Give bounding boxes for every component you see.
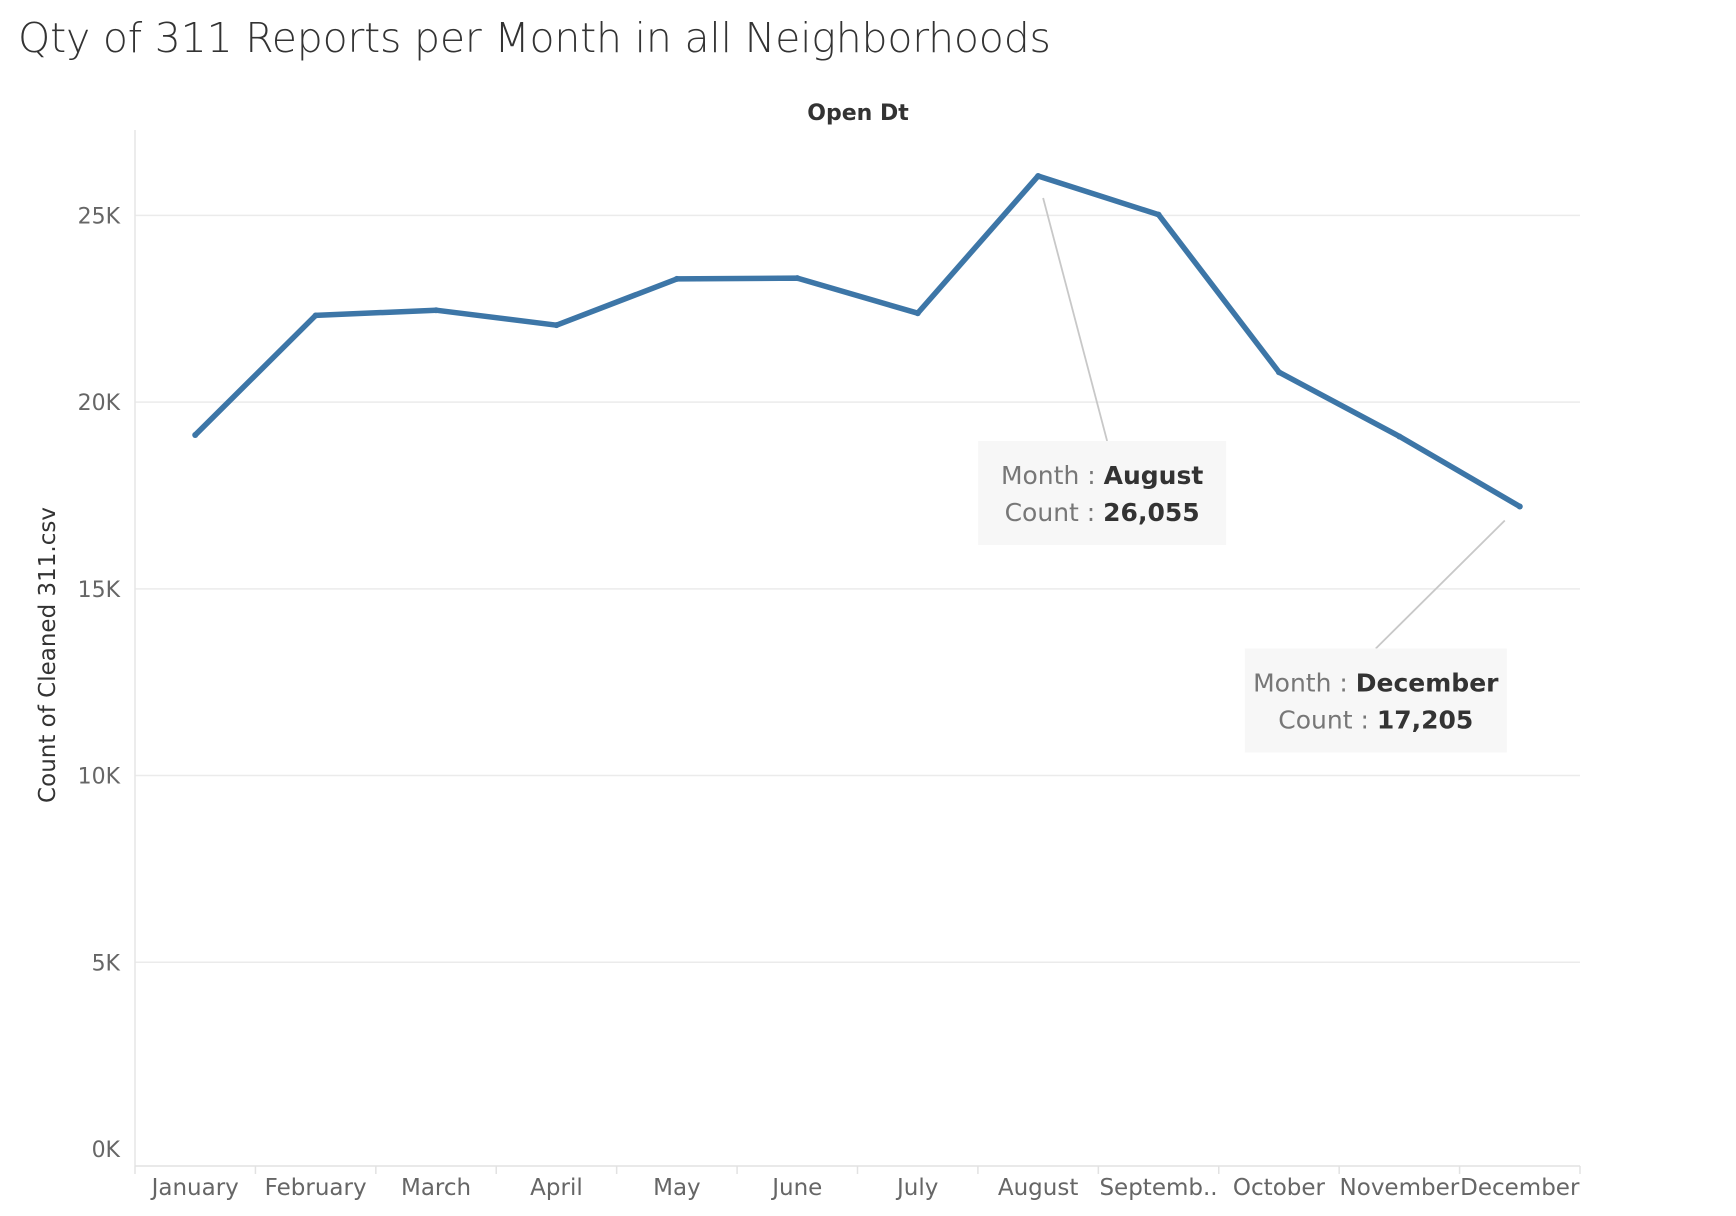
axes: 0K 5K 10K 15K 20K 25K January February March Apri…: [78, 130, 1581, 1201]
data-point: [1275, 369, 1282, 376]
y-tick-label: 10K: [78, 765, 121, 790]
annotation-month-line: Month : December: [1253, 668, 1499, 697]
annotation-month-line: Month : August: [1001, 461, 1203, 490]
series-layer: [192, 172, 1523, 510]
data-point: [1396, 433, 1403, 440]
data-point: [914, 310, 921, 317]
annotation-month-value: August: [1104, 461, 1204, 490]
data-point: [553, 322, 560, 329]
x-tick-label: April: [530, 1175, 583, 1201]
annotation-count-line: Count : 17,205: [1278, 705, 1473, 734]
y-tick-label: 20K: [78, 391, 121, 416]
annotation-month-label: Month :: [1001, 461, 1104, 490]
annotation-count-label: Count :: [1005, 498, 1104, 527]
y-tick-label: 25K: [78, 204, 121, 229]
data-point: [794, 275, 801, 282]
series-line: [192, 173, 1523, 510]
y-tick-label: 15K: [78, 578, 121, 603]
annotation-leader-line: [1042, 197, 1108, 442]
x-tick-label: May: [653, 1175, 701, 1201]
column-header: Open Dt: [807, 101, 909, 126]
x-tick-label: March: [401, 1175, 471, 1201]
annotation-box: [1244, 648, 1507, 753]
annotation-month-value: December: [1356, 668, 1499, 697]
annotation-leader-line: [1375, 519, 1506, 650]
y-tick-label: 5K: [92, 951, 121, 976]
x-tick-label: July: [895, 1175, 938, 1201]
y-tick-label: 0K: [92, 1138, 121, 1163]
x-tick-label: October: [1233, 1175, 1326, 1201]
annotation-box: [978, 440, 1227, 545]
x-tick-label: August: [998, 1175, 1079, 1201]
data-point: [1035, 172, 1042, 179]
gridlines: [135, 214, 1580, 964]
data-point: [1516, 503, 1523, 510]
annotation-count-value: 26,055: [1103, 498, 1199, 527]
data-point: [673, 275, 680, 282]
data-point: [192, 431, 199, 438]
x-tick-label: January: [150, 1175, 239, 1201]
x-tick-label: November: [1340, 1175, 1460, 1201]
x-tick-label: December: [1460, 1175, 1580, 1201]
annotation-count-line: Count : 26,055: [1005, 498, 1200, 527]
chart-title: Qty of 311 Reports per Month in all Neig…: [18, 14, 1051, 62]
y-axis-title: Count of Cleaned 311.csv: [35, 507, 61, 803]
annotation-leaders: [1042, 197, 1506, 650]
data-point: [433, 307, 440, 314]
x-tick-label: Septemb..: [1099, 1175, 1217, 1201]
annotation-month-label: Month :: [1253, 668, 1356, 697]
data-point: [312, 312, 319, 319]
data-point: [1155, 211, 1162, 218]
x-tick-label: June: [770, 1175, 822, 1201]
annotation-count-value: 17,205: [1377, 705, 1473, 734]
annotation-count-label: Count :: [1278, 705, 1377, 734]
x-tick-label: February: [265, 1175, 367, 1201]
